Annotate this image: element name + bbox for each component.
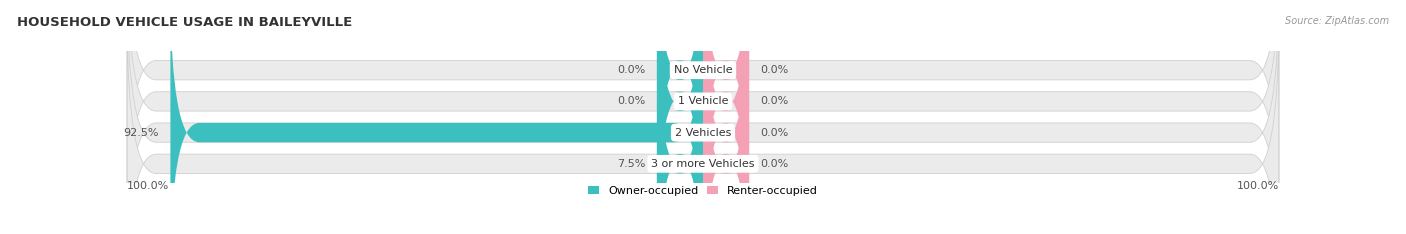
FancyBboxPatch shape: [657, 18, 703, 234]
FancyBboxPatch shape: [127, 0, 1279, 216]
Text: 0.0%: 0.0%: [617, 65, 645, 75]
FancyBboxPatch shape: [703, 18, 749, 234]
Text: 0.0%: 0.0%: [761, 159, 789, 169]
Text: 0.0%: 0.0%: [761, 128, 789, 138]
Text: 0.0%: 0.0%: [761, 65, 789, 75]
Text: 92.5%: 92.5%: [124, 128, 159, 138]
Text: 1 Vehicle: 1 Vehicle: [678, 96, 728, 106]
FancyBboxPatch shape: [127, 0, 1279, 234]
Text: 0.0%: 0.0%: [761, 96, 789, 106]
FancyBboxPatch shape: [657, 0, 703, 216]
FancyBboxPatch shape: [127, 0, 1279, 234]
Text: 2 Vehicles: 2 Vehicles: [675, 128, 731, 138]
FancyBboxPatch shape: [703, 0, 749, 216]
FancyBboxPatch shape: [703, 0, 749, 234]
Text: No Vehicle: No Vehicle: [673, 65, 733, 75]
FancyBboxPatch shape: [703, 0, 749, 234]
Text: 100.0%: 100.0%: [1236, 181, 1279, 191]
FancyBboxPatch shape: [657, 0, 703, 234]
Text: 0.0%: 0.0%: [617, 96, 645, 106]
Text: 100.0%: 100.0%: [127, 181, 170, 191]
Text: Source: ZipAtlas.com: Source: ZipAtlas.com: [1285, 16, 1389, 26]
Text: HOUSEHOLD VEHICLE USAGE IN BAILEYVILLE: HOUSEHOLD VEHICLE USAGE IN BAILEYVILLE: [17, 16, 352, 29]
FancyBboxPatch shape: [127, 18, 1279, 234]
Legend: Owner-occupied, Renter-occupied: Owner-occupied, Renter-occupied: [583, 182, 823, 201]
Text: 7.5%: 7.5%: [617, 159, 645, 169]
Text: 3 or more Vehicles: 3 or more Vehicles: [651, 159, 755, 169]
FancyBboxPatch shape: [170, 0, 703, 234]
